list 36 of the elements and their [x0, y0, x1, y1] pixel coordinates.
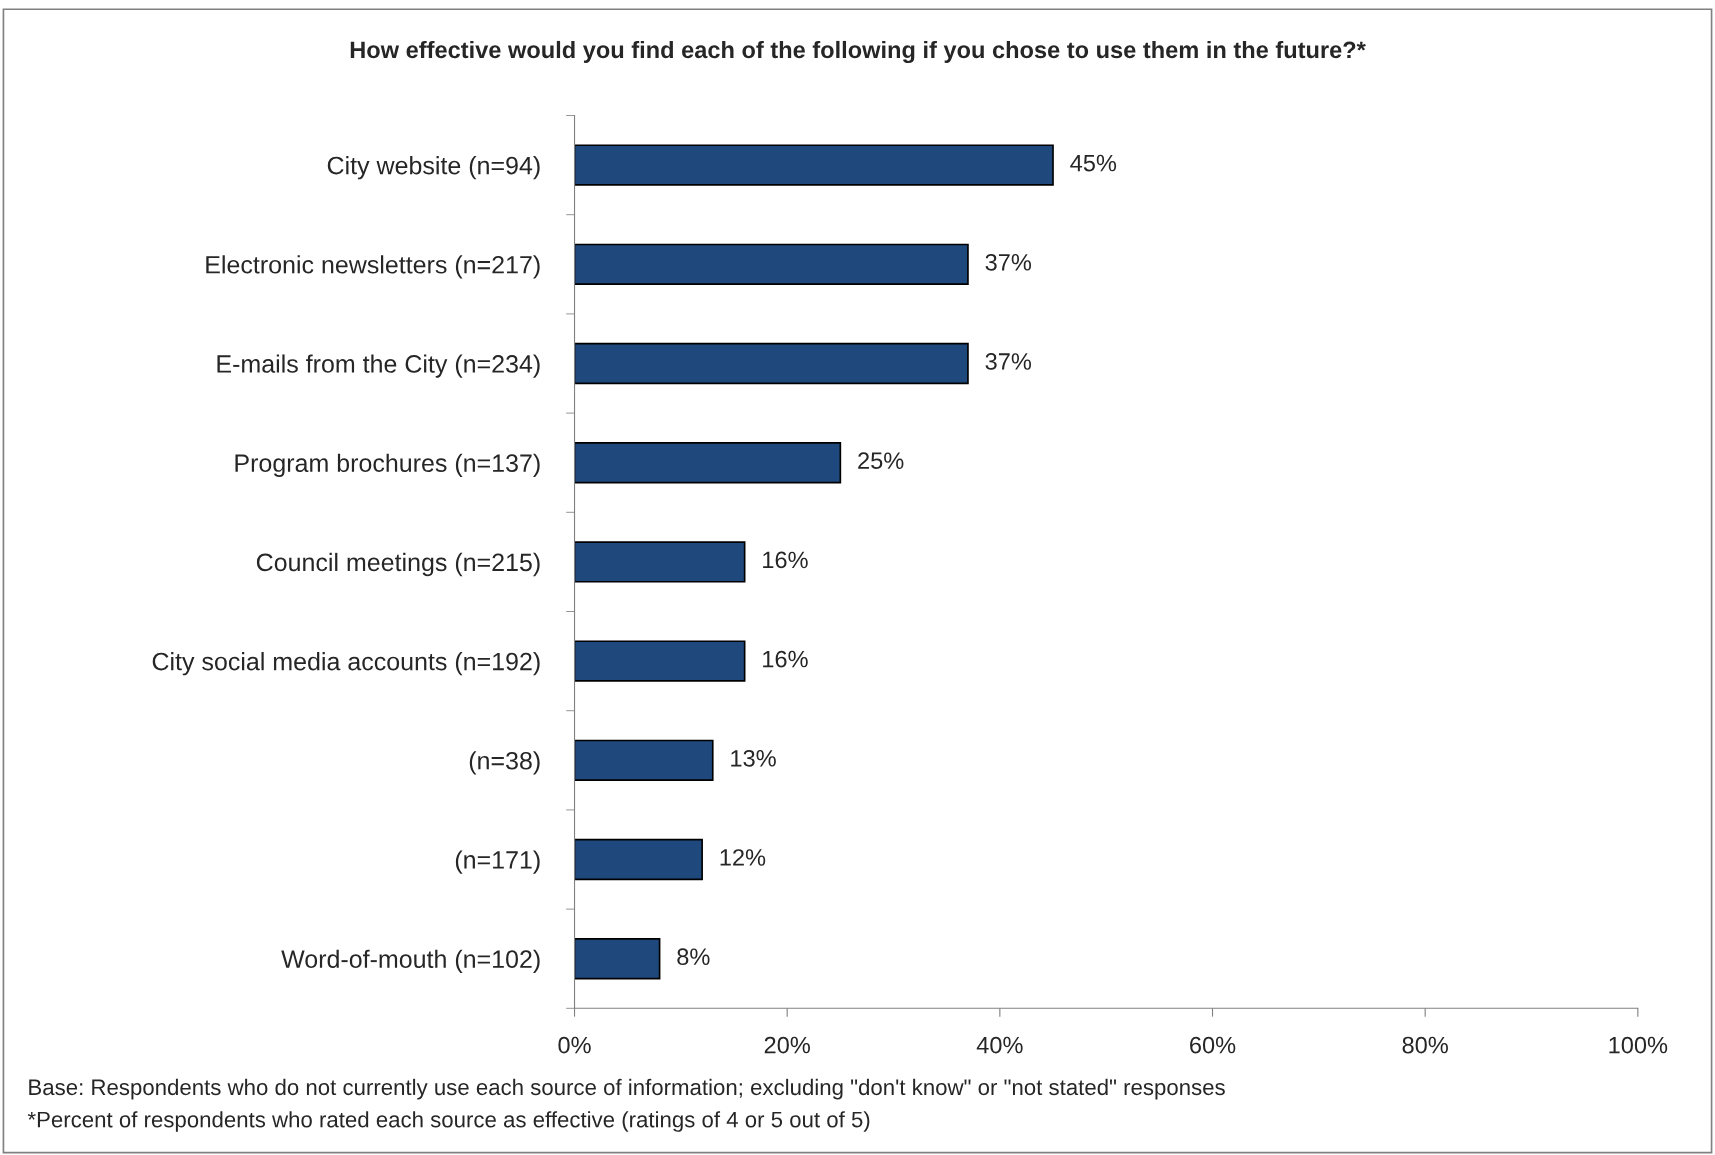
data-label: 12% — [720, 849, 766, 866]
bar — [574, 838, 703, 881]
bar — [574, 442, 842, 484]
text: *Percent of respondents who rated each source as effective (ratings of 4 or 5 out of 5) — [27, 1111, 870, 1132]
bar — [574, 144, 1054, 186]
y-tick-label: (n=38) — [469, 751, 540, 775]
y-tick-label: Word-of-mouth (n=102) — [281, 949, 540, 973]
y-tick-label: Program brochures (n=137) — [235, 453, 540, 477]
x-tick-label: 100% — [1609, 1036, 1668, 1054]
bar — [574, 541, 746, 583]
x-tick-label: 20% — [764, 1036, 810, 1054]
bar — [574, 938, 661, 980]
y-tick-label: Council meetings (n=215) — [256, 552, 540, 577]
x-tick-label: 80% — [1402, 1036, 1448, 1054]
data-label: 8% — [677, 948, 710, 966]
text: Base: Respondents who do not currently use each source of information; excluding "don't know" or "not stated" responses — [29, 1078, 1225, 1100]
data-label: 37% — [985, 353, 1032, 370]
x-tick-label: 0% — [558, 1036, 591, 1054]
y-tick-label: Electronic newsletters (n=217) — [206, 255, 540, 279]
y-tick-label: City social media accounts (n=192) — [152, 652, 540, 676]
y-tick-label: E-mails from the City (n=234) — [217, 354, 540, 378]
bar — [574, 739, 714, 781]
data-label: 13% — [731, 749, 776, 767]
bar — [574, 342, 969, 385]
bar — [574, 640, 746, 682]
chart-title: How effective would you find each of the following if you chose to use them in the future?* — [350, 40, 1366, 64]
data-label: 25% — [858, 452, 904, 470]
data-label: 37% — [985, 253, 1032, 271]
data-label: 16% — [763, 551, 808, 569]
data-label: 16% — [763, 650, 808, 668]
y-tick-label: City website (n=94) — [327, 156, 540, 180]
data-label: 45% — [1070, 154, 1117, 172]
x-tick-label: 60% — [1190, 1036, 1236, 1054]
bar — [574, 243, 969, 285]
x-tick-label: 40% — [976, 1036, 1023, 1054]
y-tick-label: (n=171) — [455, 850, 540, 874]
